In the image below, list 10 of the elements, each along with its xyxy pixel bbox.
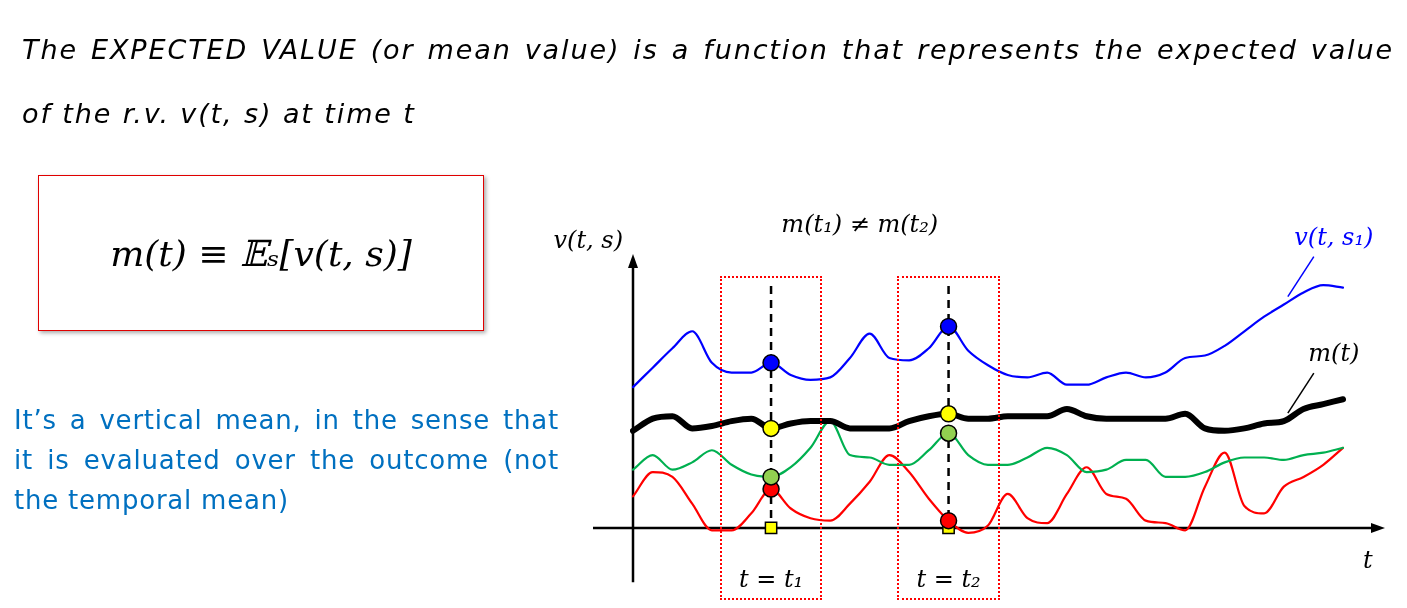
x-axis-title: t bbox=[1363, 546, 1373, 575]
x-tick-label: t = t₁ bbox=[738, 564, 804, 593]
chart-title: The EXPECTED VALUE (or mean value) is a function that represents the expected value of the r.v. v(t, s) at time t bbox=[22, 34, 1394, 129]
series-label: v(t, s₁) bbox=[1294, 222, 1374, 251]
x-tick-label: t = t₂ bbox=[916, 564, 981, 593]
text: It’s a vertical mean, in the sense that it is evaluated over the outcome (not the temporal mean) bbox=[14, 404, 559, 517]
y-axis-title: v(t, s) bbox=[553, 226, 623, 255]
series-label: m(t) bbox=[1308, 339, 1360, 368]
text: m(t₁) ≠ m(t₂) bbox=[781, 210, 939, 239]
text: m(t) ≡ 𝔼ₛ[v(t, s)] bbox=[38, 175, 484, 331]
